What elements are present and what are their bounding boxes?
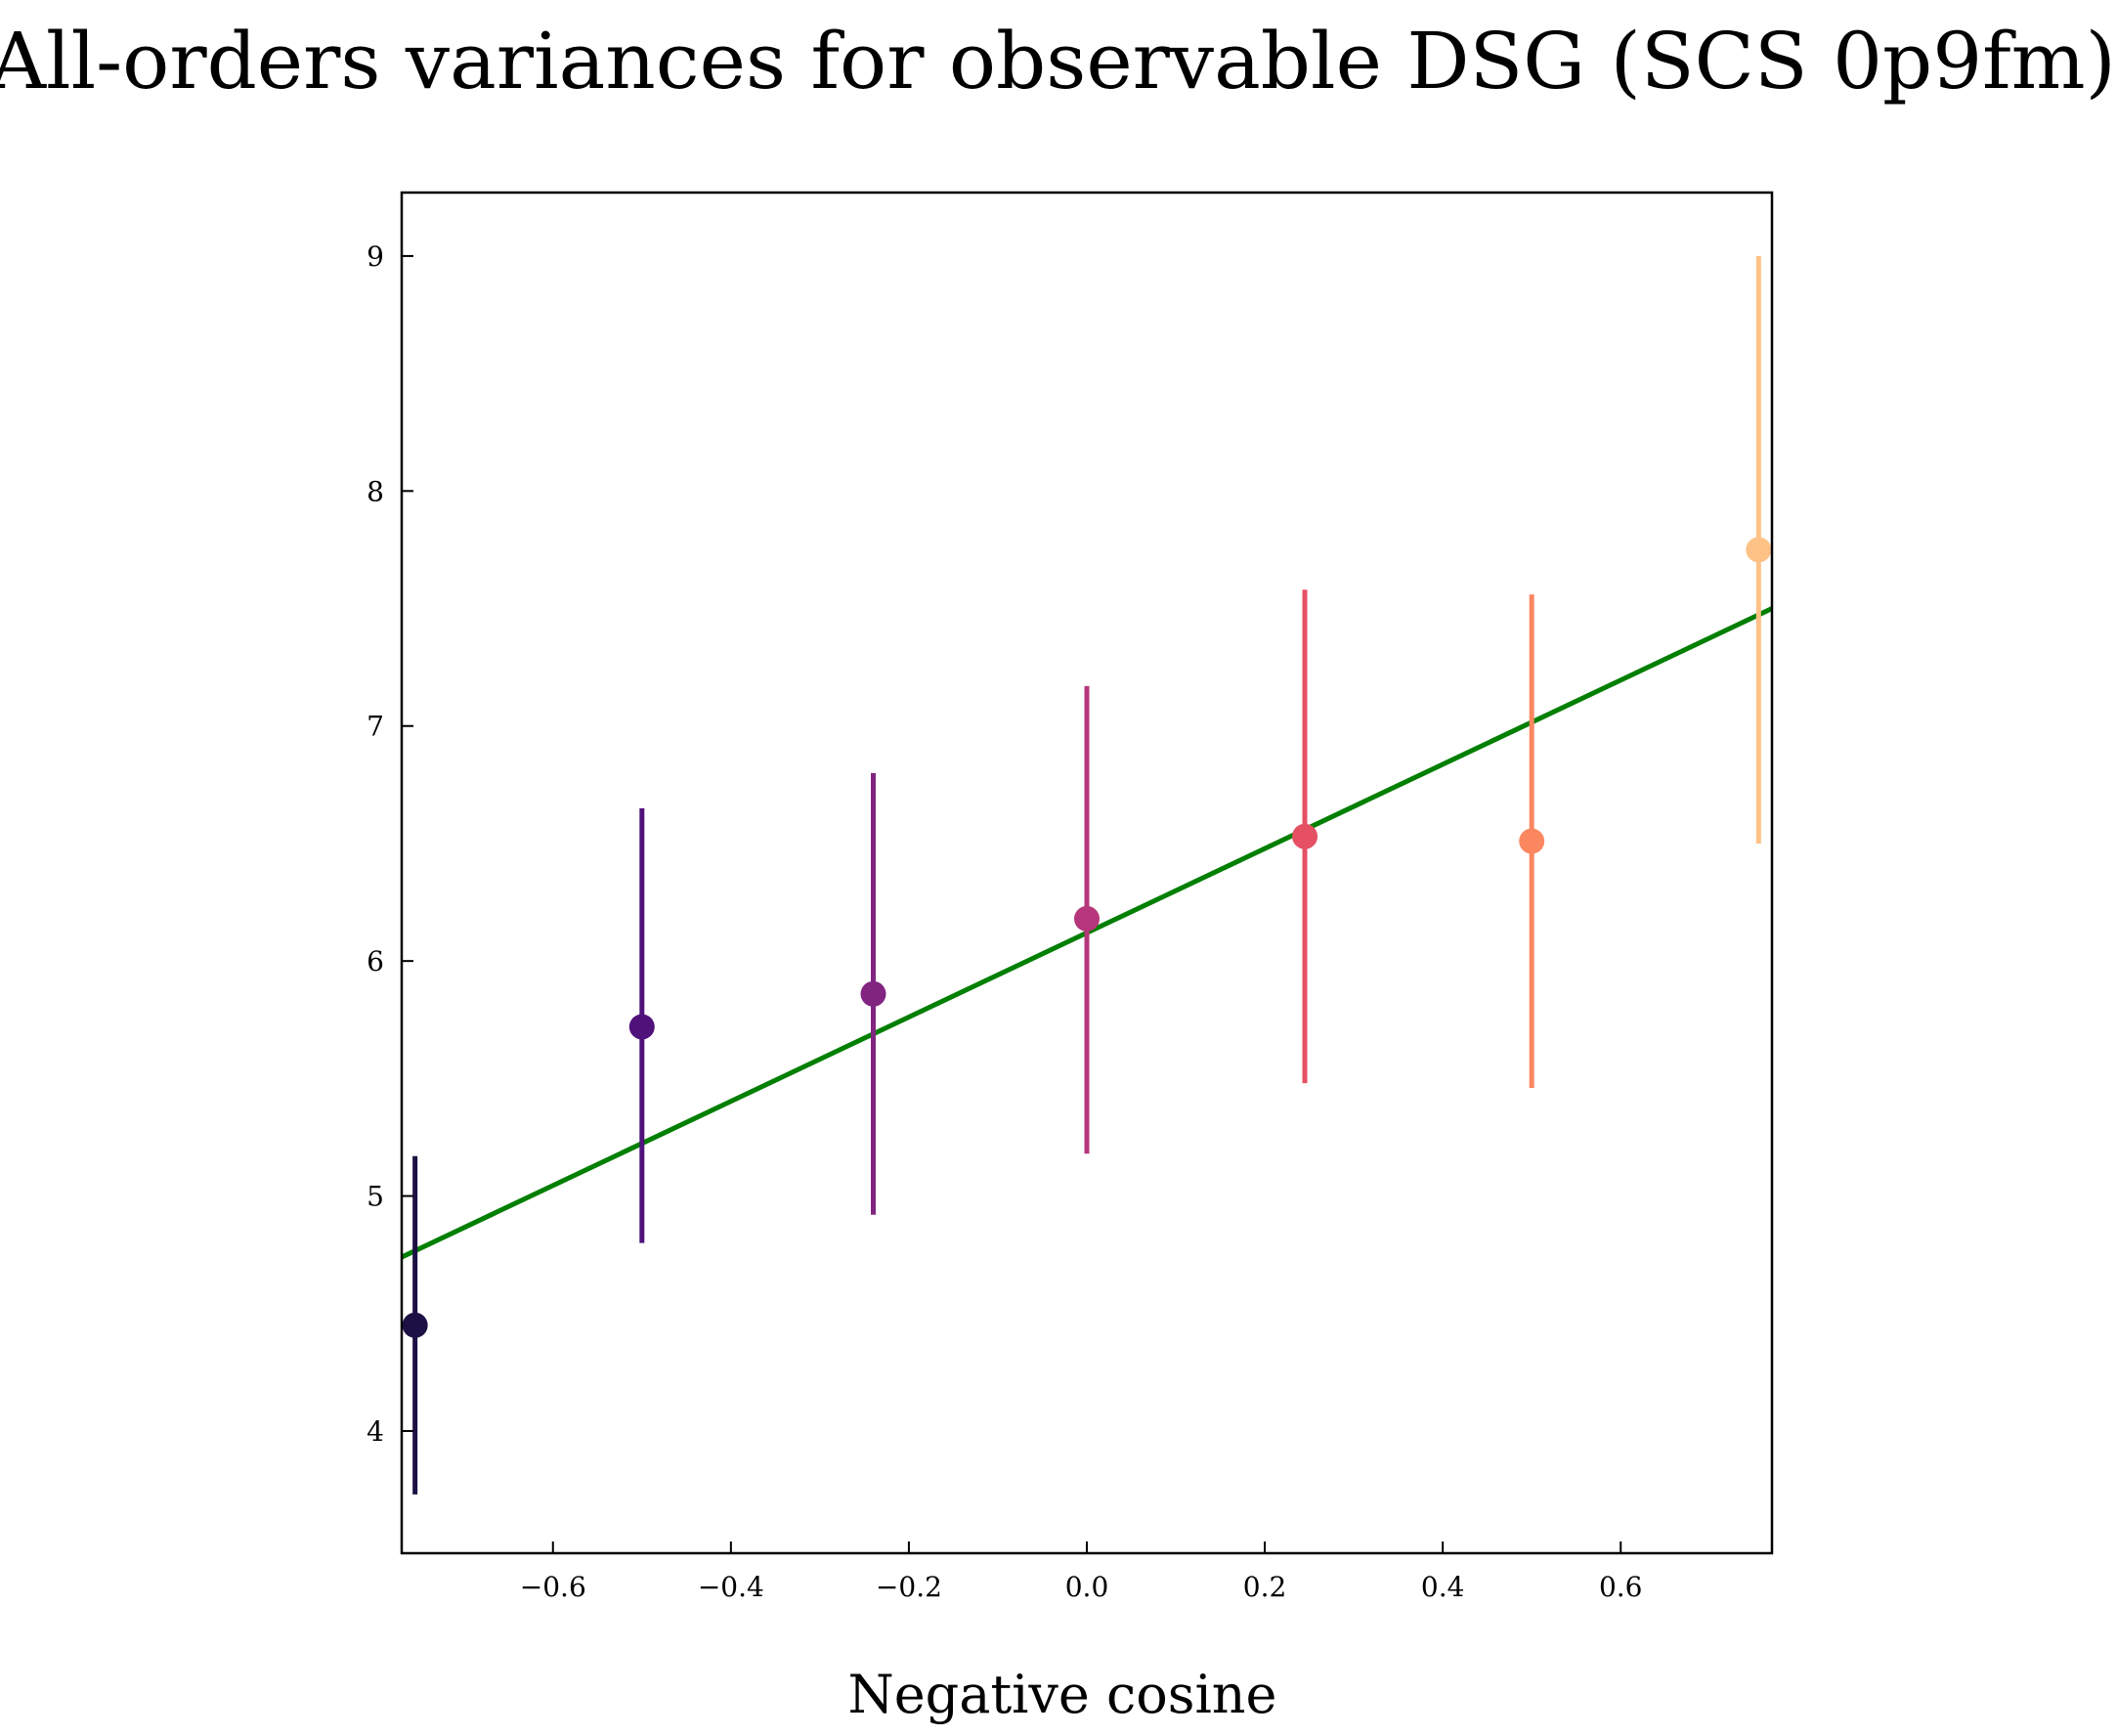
x-tick-label-4: 0.2 — [1243, 1571, 1287, 1603]
data-point-1 — [628, 1014, 655, 1040]
y-tick-label-3: 7 — [367, 711, 384, 743]
y-tick-label-0: 4 — [367, 1415, 384, 1448]
x-tick-label-1: −0.4 — [698, 1571, 764, 1603]
x-tick-label-2: −0.2 — [876, 1571, 942, 1603]
plot-contents — [402, 255, 1772, 1495]
y-tick-label-4: 8 — [367, 475, 384, 507]
y-tick-label-2: 6 — [367, 945, 384, 977]
chart-title: All-orders variances for observable DSG … — [0, 16, 2116, 107]
x-tick-label-6: 0.6 — [1599, 1571, 1643, 1603]
data-point-4 — [1292, 823, 1318, 849]
data-point-0 — [402, 1312, 428, 1338]
x-tick-label-5: 0.4 — [1421, 1571, 1465, 1603]
y-tick-label-1: 5 — [367, 1181, 384, 1213]
data-point-2 — [860, 980, 886, 1007]
x-tick-label-0: −0.6 — [520, 1571, 586, 1603]
x-tick-label-3: 0.0 — [1065, 1571, 1109, 1603]
plot-area: −0.6 −0.4 −0.2 0.0 0.2 0.4 0.6 4 5 6 7 8 9 — [367, 191, 1774, 1603]
y-tick-label-5: 9 — [367, 240, 384, 273]
data-point-5 — [1519, 828, 1545, 854]
data-point-6 — [1746, 537, 1772, 563]
x-axis-label: Negative cosine — [847, 1664, 1276, 1725]
data-point-3 — [1074, 905, 1100, 932]
